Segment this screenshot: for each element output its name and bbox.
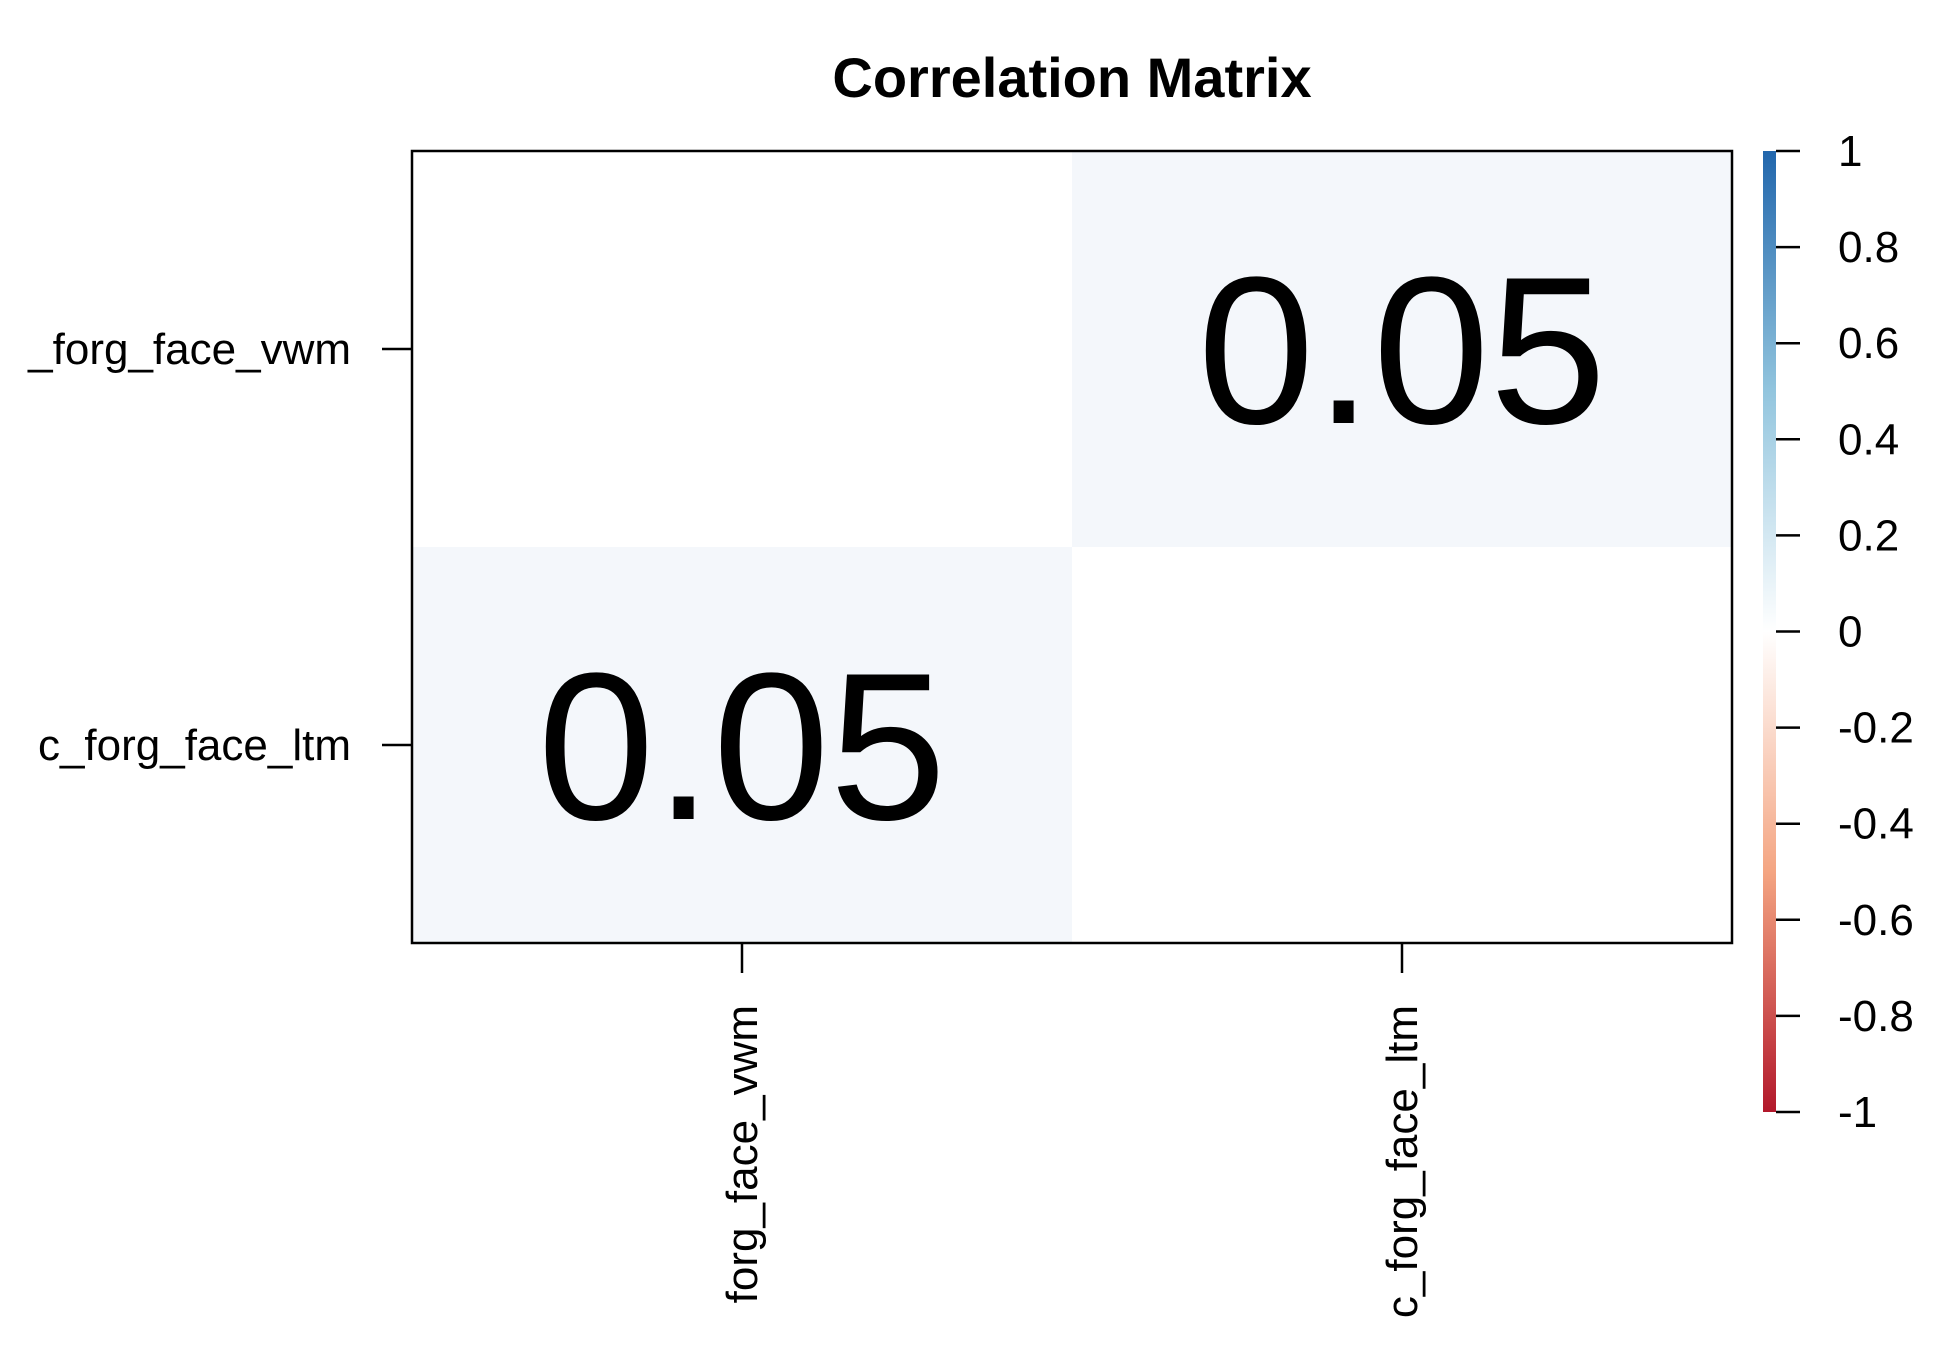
row-axis-label: _forg_face_vwm — [27, 325, 351, 374]
colorbar-tick-label: -0.8 — [1838, 992, 1914, 1041]
chart-title: Correlation Matrix — [832, 46, 1311, 109]
colorbar-tick-label: 0.6 — [1838, 319, 1899, 368]
heatmap-cell — [412, 547, 1072, 943]
colorbar-tick-label: 0.2 — [1838, 511, 1899, 560]
row-axis-label: c_forg_face_ltm — [38, 721, 351, 770]
plot-border — [410, 149, 1734, 945]
colorbar-tick-label: 1 — [1838, 127, 1862, 176]
colorbar-tick-label: 0 — [1838, 608, 1862, 657]
column-axis-label: c_forg_face_ltm — [1378, 1005, 1427, 1318]
heatmap-cell — [1072, 151, 1732, 547]
heatmap-cell-labels: 0.05 0.05 — [538, 233, 1607, 864]
heatmap-cell-label: 0.05 — [1198, 233, 1607, 468]
row-axis: _forg_face_vwm c_forg_face_ltm — [27, 325, 412, 770]
colorbar-tick-label: -1 — [1838, 1088, 1877, 1137]
colorbar-tick-label: 0.4 — [1838, 415, 1899, 464]
colorbar-tick-label: 0.8 — [1838, 223, 1899, 272]
colorbar-tick-label: -0.4 — [1838, 800, 1914, 849]
colorbar-tick-label: -0.2 — [1838, 704, 1914, 753]
heatmap-cell — [1072, 547, 1732, 943]
colorbar-tick-label: -0.6 — [1838, 896, 1914, 945]
column-axis: forg_face_vwm c_forg_face_ltm — [718, 943, 1427, 1318]
colorbar — [1763, 151, 1776, 1112]
heatmap-cell — [412, 151, 1072, 547]
heatmap-cells — [412, 151, 1732, 943]
column-axis-label: forg_face_vwm — [718, 1005, 767, 1303]
heatmap-cell-label: 0.05 — [538, 629, 947, 864]
colorbar-ticks: 1 0.8 0.6 0.4 0.2 0 -0.2 -0.4 -0.6 -0.8 -1 — [1776, 127, 1914, 1137]
